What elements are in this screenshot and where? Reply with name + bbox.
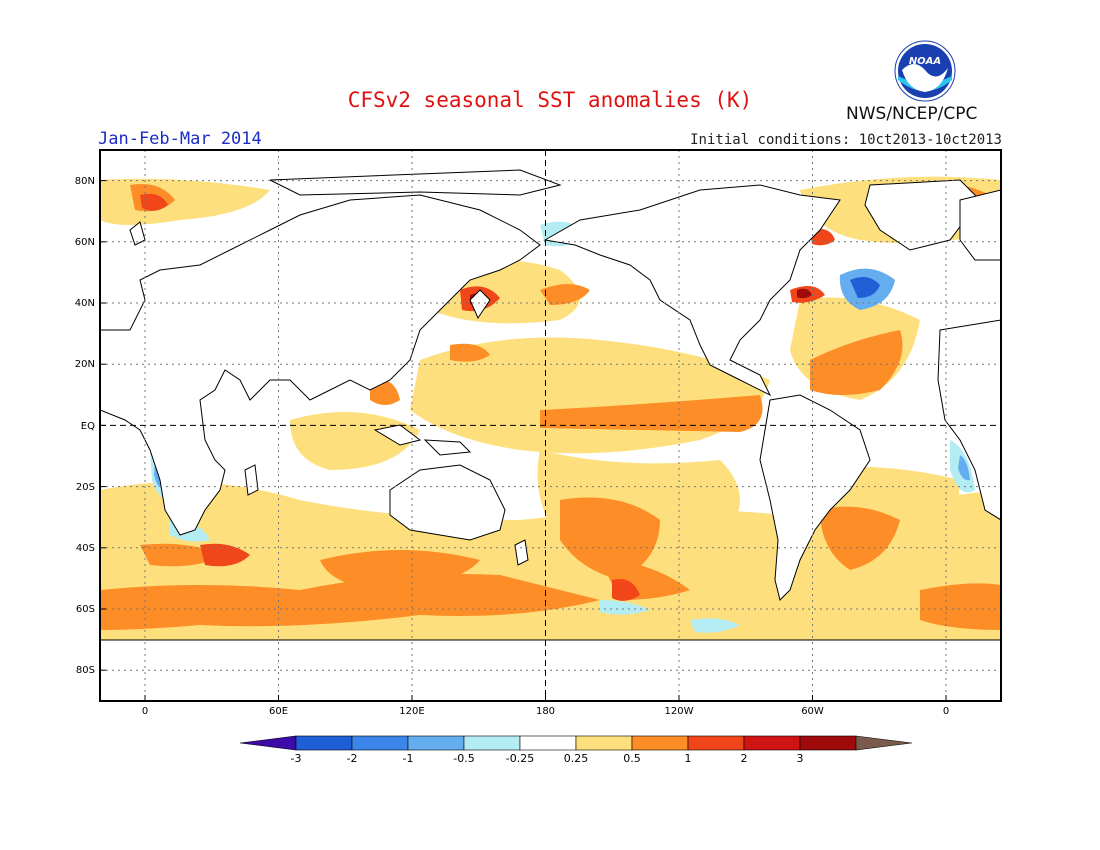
longitude-labels: 0 60E 120E 180 120W 60W 0 — [142, 706, 949, 717]
colorbar-label: 1 — [685, 752, 692, 765]
agency-label: NWS/NCEP/CPC — [846, 104, 978, 124]
equator-dateline — [100, 150, 1001, 701]
colorbar-label: 0.25 — [564, 752, 589, 765]
colorbar-segment — [631, 735, 689, 751]
colorbar-label: -1 — [403, 752, 414, 765]
colorbar-segment — [463, 735, 521, 751]
colorbar-segment — [351, 735, 409, 751]
lat-label: 80N — [75, 176, 95, 187]
colorbar-segment — [519, 735, 577, 751]
lat-label: 60S — [76, 604, 95, 615]
lat-label: 40S — [76, 543, 95, 554]
lon-label: 120W — [665, 706, 694, 717]
latitude-labels: 80N 60N 40N 20N EQ 20S 40S 60S 80S — [75, 176, 95, 676]
colorbar-label: 0.5 — [623, 752, 641, 765]
lon-label: 60W — [801, 706, 824, 717]
initial-conditions: Initial conditions: 10ct2013-10ct2013 — [690, 132, 1002, 148]
lon-label: 60E — [269, 706, 288, 717]
colorbar-segment — [743, 735, 801, 751]
lon-label: 120E — [399, 706, 424, 717]
colorbar-label: -0.25 — [506, 752, 534, 765]
axis-ticks — [100, 180, 947, 701]
colorbar-labels: -3 -2 -1 -0.5 -0.25 0.25 0.5 1 2 3 — [291, 752, 804, 765]
forecast-period: Jan-Feb-Mar 2014 — [98, 129, 262, 149]
lat-label: 40N — [75, 298, 95, 309]
colorbar-segment — [407, 735, 465, 751]
colorbar-label: -0.5 — [453, 752, 474, 765]
lat-label: EQ — [81, 421, 95, 432]
colorbar — [239, 735, 913, 751]
colorbar-segment — [687, 735, 745, 751]
colorbar-label: -3 — [291, 752, 302, 765]
lat-label: 80S — [76, 665, 95, 676]
svg-text:NOAA: NOAA — [909, 56, 941, 67]
lon-label: 0 — [142, 706, 148, 717]
colorbar-arrow-low — [239, 735, 297, 751]
lat-label: 20S — [76, 482, 95, 493]
colorbar-arrow-high — [855, 735, 913, 751]
noaa-logo-icon: NOAA — [894, 40, 956, 102]
lon-label: 180 — [536, 706, 555, 717]
map-title: CFSv2 seasonal SST anomalies (K) — [347, 88, 753, 112]
colorbar-segment — [295, 735, 353, 751]
colorbar-segment — [799, 735, 857, 751]
colorbar-label: -2 — [347, 752, 358, 765]
lon-label: 0 — [943, 706, 949, 717]
map-gridlines — [100, 150, 1001, 701]
lat-label: 60N — [75, 237, 95, 248]
lat-label: 20N — [75, 359, 95, 370]
colorbar-label: 3 — [797, 752, 804, 765]
colorbar-label: 2 — [741, 752, 748, 765]
colorbar-segment — [575, 735, 633, 751]
